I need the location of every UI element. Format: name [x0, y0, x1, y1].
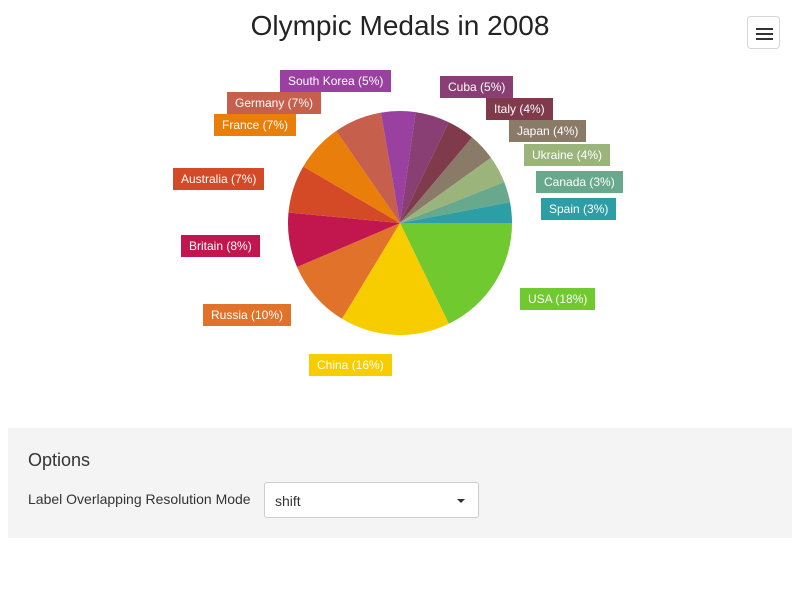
pie-label-text: France (7%)	[222, 118, 288, 132]
pie-label-text: Russia (10%)	[211, 308, 283, 322]
pie-label-box	[309, 354, 392, 376]
pie-label-japan: Japan (4%)	[509, 120, 586, 142]
pie-label-text: Germany (7%)	[235, 96, 313, 110]
pie-slices	[288, 110, 513, 335]
pie-slice-japan[interactable]	[400, 137, 492, 223]
pie-slice-germany[interactable]	[336, 112, 400, 223]
pie-label-ukraine: Ukraine (4%)	[524, 144, 610, 166]
pie-label-spain: Spain (3%)	[541, 198, 616, 220]
pie-label-usa: USA (18%)	[520, 288, 595, 310]
pie-label-text: Britain (8%)	[189, 239, 252, 253]
pie-label-text: Australia (7%)	[181, 172, 256, 186]
pie-label-france: France (7%)	[214, 114, 296, 136]
pie-label-box	[541, 198, 616, 220]
pie-slice-britain[interactable]	[288, 212, 400, 268]
pie-label-box	[280, 70, 391, 92]
pie-label-box	[203, 304, 291, 326]
options-panel: Options Label Overlapping Resolution Mod…	[8, 428, 792, 538]
pie-slice-france[interactable]	[303, 130, 400, 223]
overlap-mode-value: shift	[275, 493, 301, 509]
pie-label-box	[214, 114, 296, 136]
options-title: Options	[28, 450, 91, 470]
pie-slice-ukraine[interactable]	[400, 157, 505, 223]
pie-label-cuba: Cuba (5%)	[440, 76, 513, 98]
pie-label-text: China (16%)	[317, 358, 384, 372]
pie-slice-spain[interactable]	[400, 202, 513, 223]
pie-chart: USA (18%) China (16%) Russia (10%) Britain …	[173, 70, 623, 376]
pie-labels: USA (18%) China (16%) Russia (10%) Britain …	[173, 70, 623, 376]
caret-down-icon	[457, 499, 465, 503]
pie-label-russia: Russia (10%)	[203, 304, 291, 326]
pie-slice-cuba[interactable]	[400, 112, 449, 223]
overlap-mode-select[interactable]: shift	[264, 482, 479, 518]
pie-slice-russia[interactable]	[297, 223, 400, 319]
pie-label-text: Italy (4%)	[494, 102, 545, 116]
pie-label-text: Canada (3%)	[544, 175, 615, 189]
pie-label-box	[486, 98, 553, 120]
pie-slice-australia[interactable]	[288, 166, 400, 224]
pie-label-italy: Italy (4%)	[486, 98, 553, 120]
pie-label-text: Spain (3%)	[549, 202, 608, 216]
pie-label-box	[509, 120, 586, 142]
pie-slice-italy[interactable]	[400, 122, 473, 223]
pie-label-box	[173, 168, 264, 190]
pie-label-box	[440, 76, 513, 98]
pie-label-china: China (16%)	[309, 354, 392, 376]
pie-label-box	[181, 235, 260, 257]
pie-label-box	[524, 144, 610, 166]
pie-label-canada: Canada (3%)	[536, 171, 623, 193]
pie-slice-canada[interactable]	[400, 182, 511, 223]
pie-label-text: Cuba (5%)	[448, 80, 505, 94]
menu-button[interactable]	[747, 16, 780, 49]
pie-slice-south-korea[interactable]	[380, 110, 416, 223]
pie-label-box	[520, 288, 595, 310]
pie-label-text: South Korea (5%)	[288, 74, 383, 88]
pie-label-text: USA (18%)	[528, 292, 587, 306]
pie-slice-china[interactable]	[342, 223, 449, 335]
pie-label-text: Ukraine (4%)	[532, 148, 602, 162]
pie-label-germany: Germany (7%)	[227, 92, 321, 114]
pie-slice-usa[interactable]	[400, 223, 512, 324]
pie-label-box	[536, 171, 623, 193]
pie-label-box	[227, 92, 321, 114]
pie-label-britain: Britain (8%)	[181, 235, 260, 257]
pie-label-south-korea: South Korea (5%)	[280, 70, 391, 92]
pie-label-text: Japan (4%)	[517, 124, 578, 138]
chart-title: Olympic Medals in 2008	[250, 10, 550, 41]
pie-label-australia: Australia (7%)	[173, 168, 264, 190]
overlap-mode-label: Label Overlapping Resolution Mode	[28, 491, 251, 507]
